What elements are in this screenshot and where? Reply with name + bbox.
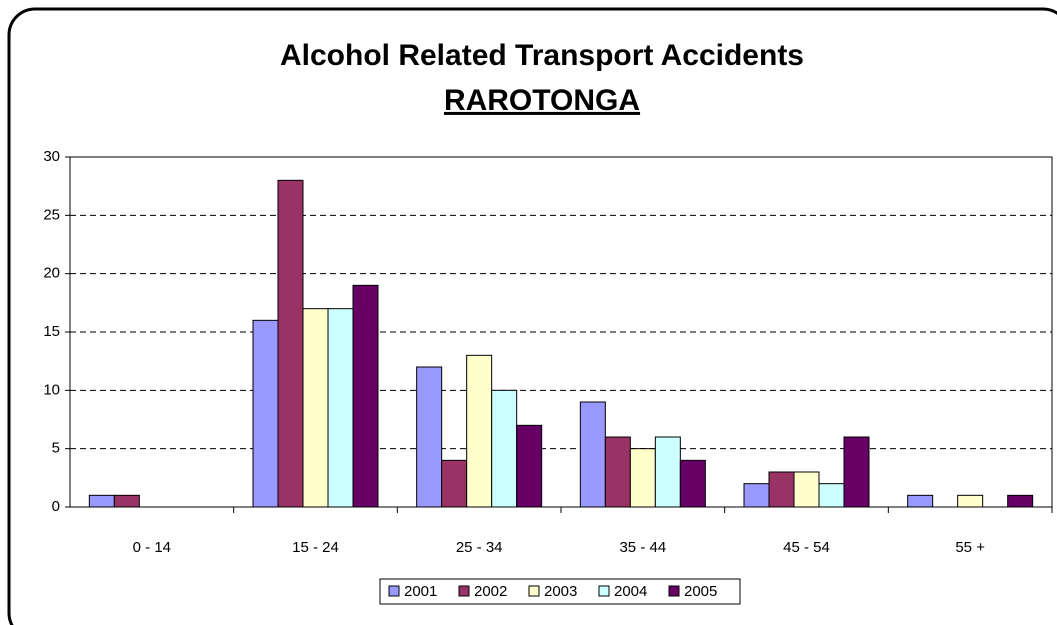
bar bbox=[327, 308, 354, 508]
legend-label: 2003 bbox=[544, 583, 577, 600]
bar bbox=[302, 308, 329, 508]
bar bbox=[113, 494, 140, 508]
bar bbox=[88, 494, 115, 508]
bar bbox=[352, 284, 379, 508]
y-tick-label: 20 bbox=[43, 265, 60, 282]
legend-swatch bbox=[668, 585, 680, 597]
legend-swatch bbox=[458, 585, 470, 597]
bar bbox=[579, 401, 606, 508]
bar bbox=[843, 436, 870, 508]
bar bbox=[466, 354, 493, 508]
y-tick-label: 10 bbox=[43, 381, 60, 398]
bar bbox=[441, 459, 468, 508]
x-tick-label: 35 - 44 bbox=[619, 539, 666, 556]
x-tick-label: 25 - 34 bbox=[456, 539, 503, 556]
bar bbox=[679, 459, 706, 508]
legend-label: 2005 bbox=[684, 583, 717, 600]
x-tick-label: 45 - 54 bbox=[783, 539, 830, 556]
bar bbox=[907, 494, 934, 508]
x-tick-label: 55 + bbox=[955, 539, 985, 556]
bar bbox=[252, 319, 279, 508]
legend-swatch bbox=[598, 585, 610, 597]
bar bbox=[416, 366, 443, 508]
legend-label: 2004 bbox=[614, 583, 647, 600]
chart-subtitle: RAROTONGA bbox=[444, 84, 640, 117]
y-tick-label: 5 bbox=[52, 440, 60, 457]
legend-label: 2001 bbox=[404, 583, 437, 600]
bar bbox=[957, 494, 984, 508]
y-tick-label: 30 bbox=[43, 148, 60, 165]
bar bbox=[654, 436, 681, 508]
bar bbox=[491, 389, 518, 508]
bar bbox=[793, 471, 820, 508]
x-tick-label: 0 - 14 bbox=[133, 539, 171, 556]
bar bbox=[743, 483, 770, 508]
legend-label: 2002 bbox=[474, 583, 507, 600]
legend-swatch bbox=[528, 585, 540, 597]
bar bbox=[277, 179, 304, 508]
legend-box bbox=[379, 578, 741, 605]
legend-swatch bbox=[388, 585, 400, 597]
bar bbox=[516, 424, 543, 508]
bar bbox=[1007, 494, 1034, 508]
bar bbox=[818, 483, 845, 508]
chart-title: Alcohol Related Transport Accidents bbox=[280, 39, 804, 72]
bar bbox=[629, 448, 656, 508]
bar bbox=[768, 471, 795, 508]
y-tick-label: 15 bbox=[43, 323, 60, 340]
y-tick-label: 0 bbox=[52, 498, 60, 515]
bar bbox=[604, 436, 631, 508]
y-tick-label: 25 bbox=[43, 206, 60, 223]
x-tick-label: 15 - 24 bbox=[292, 539, 339, 556]
